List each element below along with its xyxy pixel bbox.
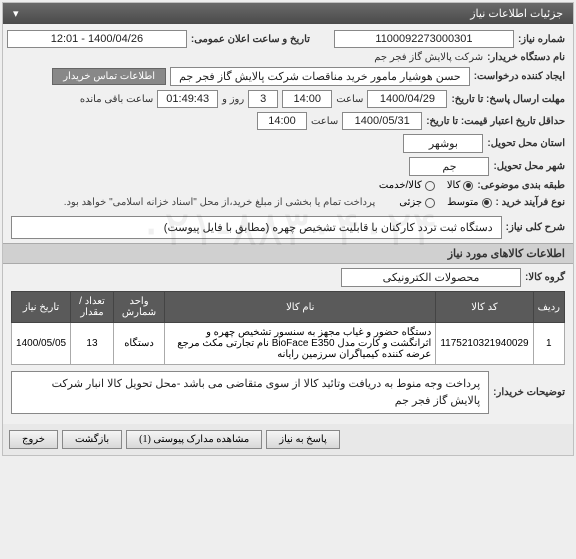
th-unit: واحد شمارش (113, 292, 164, 323)
payment-note: پرداخت تمام یا بخشی از مبلغ خرید،از محل … (64, 195, 376, 210)
validity-date: 1400/05/31 (342, 112, 422, 130)
radio-dot-icon (463, 181, 473, 191)
cell-name: دستگاه حضور و غیاب مجهز به سنسور تشخیص چ… (165, 323, 436, 365)
th-date: تاریخ نیاز (12, 292, 71, 323)
contact-button[interactable]: اطلاعات تماس خریدار (52, 68, 166, 85)
validity-time: 14:00 (257, 112, 307, 130)
requester-value: حسن هوشیار مامور خرید مناقصات شرکت پالای… (170, 67, 470, 86)
purchase-radio-group: متوسط جزئی (399, 197, 491, 208)
cell-code: 1175210321940029 (436, 323, 533, 365)
th-idx: ردیف (533, 292, 564, 323)
category-radio-group: کالا کالا/خدمت (379, 180, 473, 191)
reply-deadline-label: مهلت ارسال پاسخ: تا تاریخ: (451, 94, 565, 105)
th-name: نام کالا (165, 292, 436, 323)
radio-dot-icon (482, 198, 492, 208)
reply-date: 1400/04/29 (367, 90, 447, 108)
panel-title: جزئیات اطلاعات نیاز (470, 7, 563, 20)
city-label: شهر محل تحویل: (493, 161, 565, 172)
collapse-icon[interactable]: ▾ (13, 7, 19, 20)
th-code: کد کالا (436, 292, 533, 323)
goods-group-value: محصولات الکترونیکی (341, 268, 521, 287)
time-label-2: ساعت (311, 116, 338, 127)
purchase-type-label: نوع فرآیند خرید : (496, 197, 565, 208)
attachments-button[interactable]: مشاهده مدارک پیوستی (1) (126, 430, 262, 449)
cell-date: 1400/05/05 (12, 323, 71, 365)
radio-medium[interactable]: متوسط (447, 197, 491, 208)
cell-qty: 13 (71, 323, 114, 365)
radio-partial[interactable]: جزئی (399, 197, 435, 208)
radio-service[interactable]: کالا/خدمت (379, 180, 435, 191)
remain-label: ساعت باقی مانده (80, 94, 153, 105)
table-row[interactable]: 1 1175210321940029 دستگاه حضور و غیاب مج… (12, 323, 565, 365)
items-table: ردیف کد کالا نام کالا واحد شمارش تعداد /… (11, 291, 565, 365)
section2-header: اطلاعات کالاهای مورد نیاز (3, 243, 573, 264)
reply-button[interactable]: پاسخ به نیاز (266, 430, 340, 449)
category-label: طبقه بندی موضوعی: (477, 180, 565, 191)
validity-label: حداقل تاریخ اعتبار قیمت: تا تاریخ: (426, 116, 565, 127)
summary-label: شرح کلی نیاز: (506, 222, 565, 233)
days-label: روز و (222, 94, 244, 105)
remain-value: 01:49:43 (157, 90, 218, 108)
buyer-value: شرکت پالایش گاز فجر جم (374, 52, 483, 63)
announce-label: تاریخ و ساعت اعلان عمومی: (191, 34, 310, 45)
need-no-label: شماره نیاز: (518, 34, 565, 45)
radio-dot-icon (425, 181, 435, 191)
table-header-row: ردیف کد کالا نام کالا واحد شمارش تعداد /… (12, 292, 565, 323)
need-no-value: 1100092273000301 (334, 30, 514, 48)
requester-label: ایجاد کننده درخواست: (474, 71, 565, 82)
province-value: بوشهر (403, 134, 483, 153)
exit-button[interactable]: خروج (9, 430, 58, 449)
panel-header: جزئیات اطلاعات نیاز ▾ (3, 3, 573, 24)
announce-value: 1400/04/26 - 12:01 (7, 30, 187, 48)
reply-time: 14:00 (282, 90, 332, 108)
explain-value: پرداخت وجه منوط به دریافت وتائید کالا از… (11, 371, 489, 414)
time-label-1: ساعت (336, 94, 363, 105)
summary-value: دستگاه ثبت تردد کارکنان با قابلیت تشخیص … (11, 216, 502, 239)
radio-dot-icon (425, 198, 435, 208)
radio-goods[interactable]: کالا (447, 180, 474, 191)
cell-idx: 1 (533, 323, 564, 365)
days-value: 3 (248, 90, 278, 108)
th-qty: تعداد / مقدار (71, 292, 114, 323)
goods-group-label: گروه کالا: (525, 272, 565, 283)
province-label: استان محل تحویل: (487, 138, 565, 149)
cell-unit: دستگاه (113, 323, 164, 365)
city-value: جم (409, 157, 489, 176)
buyer-label: نام دستگاه خریدار: (487, 52, 565, 63)
back-button[interactable]: بازگشت (62, 430, 122, 449)
explain-label: توضیحات خریدار: (493, 387, 565, 398)
button-bar: پاسخ به نیاز مشاهده مدارک پیوستی (1) باز… (3, 424, 573, 455)
main-panel: جزئیات اطلاعات نیاز ▾ شماره نیاز: 110009… (2, 2, 574, 456)
